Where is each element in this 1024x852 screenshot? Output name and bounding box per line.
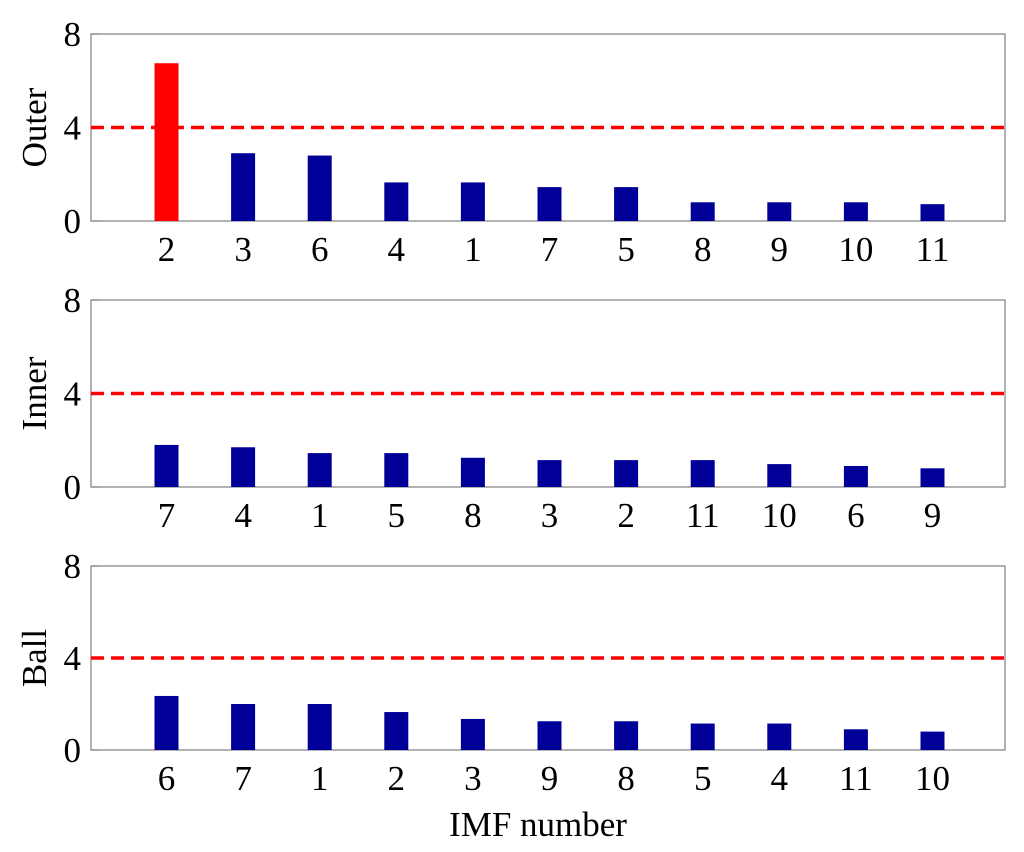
x-tick-label: 7 — [234, 759, 252, 798]
bar — [460, 457, 485, 487]
x-tick-label: 6 — [311, 230, 329, 269]
bar — [920, 204, 945, 221]
x-tick-label: 4 — [388, 230, 406, 269]
bar — [460, 718, 485, 750]
x-tick-label: 1 — [464, 230, 482, 269]
bar — [307, 704, 332, 750]
bar — [384, 712, 409, 750]
x-tick-label: 4 — [771, 759, 789, 798]
bar — [231, 704, 256, 750]
bar — [154, 695, 179, 750]
bar — [920, 468, 945, 487]
bar — [384, 453, 409, 487]
x-tick-label: 1 — [311, 759, 329, 798]
highlight-bar — [154, 63, 179, 221]
bar — [537, 721, 562, 750]
x-tick-label: 1 — [311, 496, 329, 535]
x-tick-label: 8 — [694, 230, 712, 269]
y-axis-label: Inner — [15, 356, 54, 430]
x-tick-label: 9 — [771, 230, 789, 269]
bar — [307, 453, 332, 487]
panel-ball: 0 4 8 Ball 6 7 1 2 3 9 8 5 4 11 10 — [15, 547, 1006, 798]
bar — [690, 202, 715, 221]
y-tick-label: 0 — [64, 202, 82, 241]
bar — [384, 182, 409, 221]
x-tick-label: 8 — [464, 496, 482, 535]
panel-inner: 0 4 8 Inner 7 4 1 5 8 3 2 11 10 6 9 — [15, 281, 1006, 535]
x-tick-label: 9 — [541, 759, 559, 798]
x-tick-label: 6 — [847, 496, 865, 535]
x-tick-label: 10 — [915, 759, 950, 798]
y-tick-label: 4 — [64, 375, 82, 414]
bar — [307, 155, 332, 221]
y-tick-label: 8 — [64, 15, 82, 54]
y-tick-label: 0 — [64, 468, 82, 507]
bar — [690, 723, 715, 750]
bar — [614, 460, 639, 487]
bar — [231, 447, 256, 487]
x-tick-label: 11 — [916, 230, 950, 269]
y-axis-label: Outer — [15, 87, 54, 167]
x-tick-label: 10 — [762, 496, 797, 535]
axes-frame — [90, 299, 1006, 488]
x-tick-label: 6 — [158, 759, 176, 798]
bar — [154, 444, 179, 487]
bar — [767, 202, 792, 221]
bar — [920, 731, 945, 750]
x-tick-label: 3 — [464, 759, 482, 798]
bar — [767, 464, 792, 487]
x-tick-label: 2 — [617, 496, 635, 535]
x-tick-label: 5 — [388, 496, 406, 535]
bar — [614, 187, 639, 221]
bar — [843, 465, 868, 487]
bar — [767, 723, 792, 750]
y-tick-label: 8 — [64, 547, 82, 586]
x-tick-label: 5 — [617, 230, 635, 269]
x-axis-label: IMF number — [449, 805, 627, 844]
x-tick-label: 10 — [838, 230, 873, 269]
panel-outer: 0 4 8 Outer 2 3 6 4 1 7 5 8 9 10 11 — [15, 15, 1006, 269]
bar — [537, 187, 562, 221]
x-tick-label: 11 — [839, 759, 873, 798]
bar — [843, 729, 868, 750]
y-tick-label: 4 — [64, 639, 82, 678]
y-tick-label: 0 — [64, 731, 82, 770]
x-tick-label: 2 — [388, 759, 406, 798]
bar — [231, 153, 256, 221]
x-tick-label: 3 — [541, 496, 559, 535]
x-tick-label: 2 — [158, 230, 176, 269]
x-tick-label: 5 — [694, 759, 712, 798]
bar — [614, 721, 639, 750]
x-tick-label: 8 — [617, 759, 635, 798]
x-tick-label: 11 — [686, 496, 720, 535]
x-tick-label: 7 — [541, 230, 559, 269]
y-tick-label: 8 — [64, 281, 82, 320]
x-tick-label: 9 — [924, 496, 942, 535]
bar — [690, 460, 715, 487]
x-tick-label: 4 — [234, 496, 252, 535]
y-axis-label: Ball — [15, 629, 54, 688]
bar — [460, 182, 485, 221]
x-tick-label: 3 — [234, 230, 252, 269]
bar — [843, 202, 868, 221]
x-tick-label: 7 — [158, 496, 176, 535]
bar — [537, 460, 562, 487]
y-tick-label: 4 — [64, 109, 82, 148]
